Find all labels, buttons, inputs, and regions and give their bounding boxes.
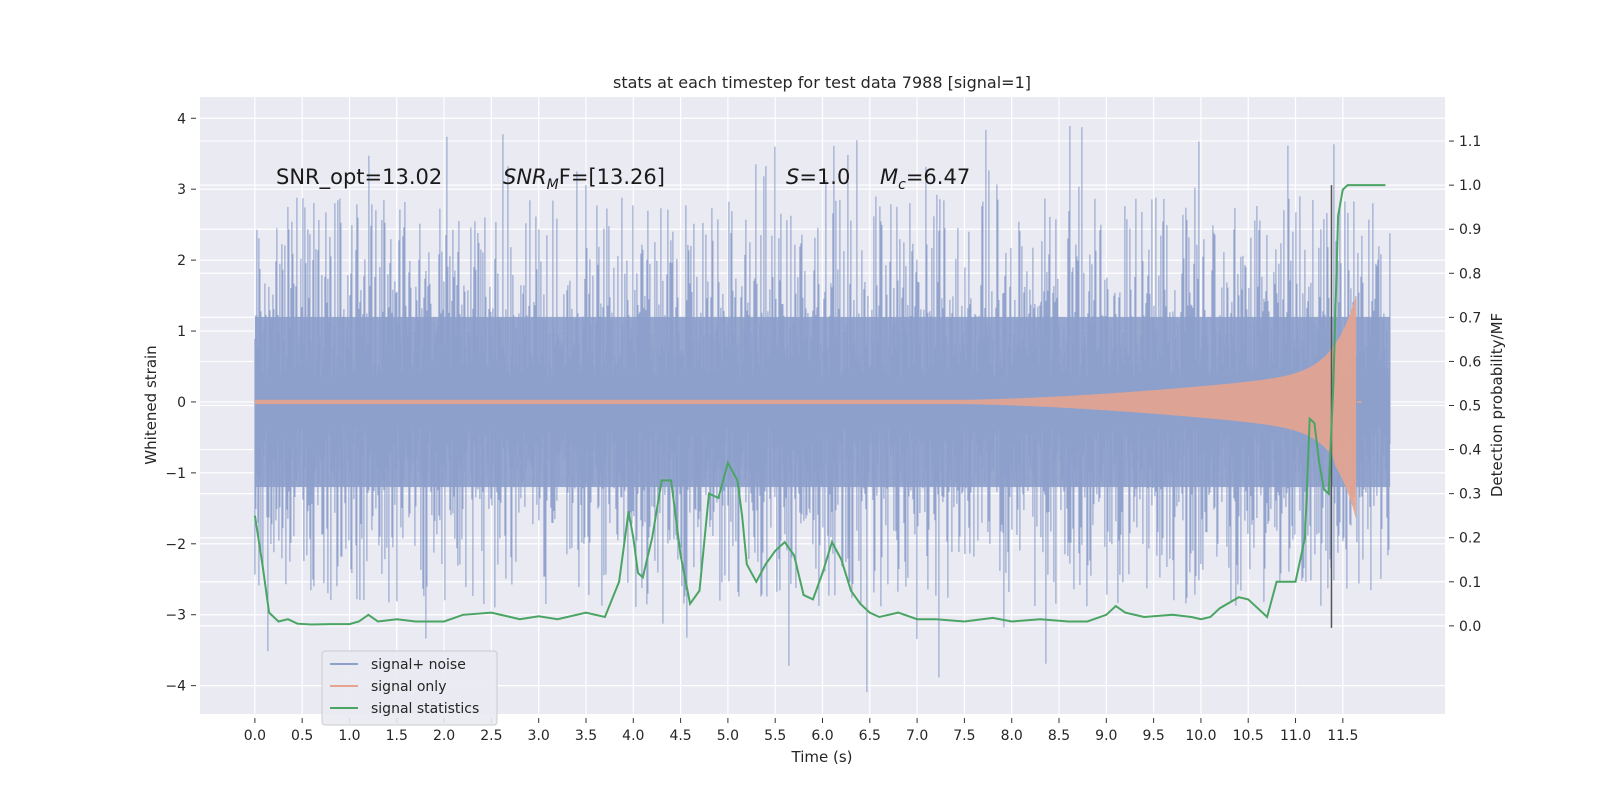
y-tick-label: −1 xyxy=(165,466,186,482)
y-right-tick-label: 0.9 xyxy=(1459,222,1481,238)
y-tick-label: 3 xyxy=(177,182,186,198)
chart-title: stats at each timestep for test data 798… xyxy=(613,73,1031,92)
x-tick-label: 1.5 xyxy=(386,728,408,744)
x-tick-label: 7.5 xyxy=(953,728,975,744)
series-signal-statistics xyxy=(253,184,1386,626)
legend-label-signal-statistics: signal statistics xyxy=(371,701,479,717)
x-tick-label: 2.0 xyxy=(433,728,455,744)
y-right-tick-label: 0.7 xyxy=(1459,310,1481,326)
legend-label-signal-noise: signal+ noise xyxy=(371,657,466,673)
y-right-axis-label: Detection probability/MF xyxy=(1488,313,1506,497)
x-tick-label: 6.5 xyxy=(859,728,881,744)
x-tick-label: 9.5 xyxy=(1142,728,1164,744)
x-tick-label: 4.5 xyxy=(669,728,691,744)
x-tick-label: 3.0 xyxy=(528,728,550,744)
y-right-tick-label: 0.5 xyxy=(1459,399,1481,415)
x-tick-label: 5.0 xyxy=(717,728,739,744)
x-tick-label: 7.0 xyxy=(906,728,928,744)
signal-statistics-line xyxy=(253,184,1386,626)
y-axis-ticks: 4 3 2 1 0 −1 −2 −3 −4 xyxy=(165,111,196,695)
x-tick-label: 1.0 xyxy=(338,728,360,744)
legend-label-signal-only: signal only xyxy=(371,679,446,695)
x-axis-label: Time (s) xyxy=(791,748,853,766)
y-right-tick-label: 0.2 xyxy=(1459,531,1481,547)
x-tick-label: 10.5 xyxy=(1233,728,1264,744)
legend: signal+ noise signal only signal statist… xyxy=(321,650,498,726)
x-tick-label: 11.5 xyxy=(1327,728,1358,744)
y-tick-label: 4 xyxy=(177,111,186,127)
x-tick-label: 6.0 xyxy=(811,728,833,744)
y-tick-label: −2 xyxy=(165,537,186,553)
y-tick-label: 1 xyxy=(177,324,186,340)
y-tick-label: 0 xyxy=(177,395,186,411)
y-right-tick-label: 1.0 xyxy=(1459,178,1481,194)
y-tick-label: −4 xyxy=(165,679,186,695)
y-tick-label: −3 xyxy=(165,608,186,624)
annotation-mc: Mc=6.47 xyxy=(880,165,970,193)
x-tick-label: 3.5 xyxy=(575,728,597,744)
y-right-tick-label: 1.1 xyxy=(1459,134,1481,150)
x-tick-label: 0.5 xyxy=(291,728,313,744)
x-tick-label: 5.5 xyxy=(764,728,786,744)
x-tick-label: 8.5 xyxy=(1048,728,1070,744)
x-tick-label: 9.0 xyxy=(1095,728,1117,744)
legend-frame xyxy=(321,650,498,726)
series-signal-only xyxy=(254,295,1362,520)
y-right-tick-label: 0.0 xyxy=(1459,619,1481,635)
y-right-tick-label: 0.8 xyxy=(1459,266,1481,282)
signal-only-envelope xyxy=(254,295,1357,520)
x-tick-label: 8.0 xyxy=(1001,728,1023,744)
y-right-axis-ticks: 1.1 1.0 0.9 0.8 0.7 0.6 0.5 0.4 0.3 0.2 0.1 0.0 xyxy=(1449,134,1481,635)
x-tick-label: 2.5 xyxy=(480,728,502,744)
x-tick-label: 4.0 xyxy=(622,728,644,744)
annotation-snr-mf: SNRMF=[13.26] xyxy=(503,165,665,193)
x-tick-label: 11.0 xyxy=(1280,728,1311,744)
y-right-tick-label: 0.4 xyxy=(1459,443,1481,459)
x-tick-label: 10.0 xyxy=(1185,728,1216,744)
y-right-tick-label: 0.6 xyxy=(1459,354,1481,370)
annotation-s: S=1.0 xyxy=(786,165,850,189)
y-axis-label: Whitened strain xyxy=(142,345,160,464)
y-right-tick-label: 0.3 xyxy=(1459,487,1481,503)
x-tick-label: 0.0 xyxy=(244,728,266,744)
y-tick-label: 2 xyxy=(177,253,186,269)
x-axis-ticks: 0.0 0.5 1.0 1.5 2.0 2.5 3.0 3.5 4.0 4.5 5.0 5.5 6.0 6… xyxy=(244,718,1358,744)
annotation-snr-opt: SNR_opt=13.02 xyxy=(276,165,442,190)
y-right-tick-label: 0.1 xyxy=(1459,575,1481,591)
